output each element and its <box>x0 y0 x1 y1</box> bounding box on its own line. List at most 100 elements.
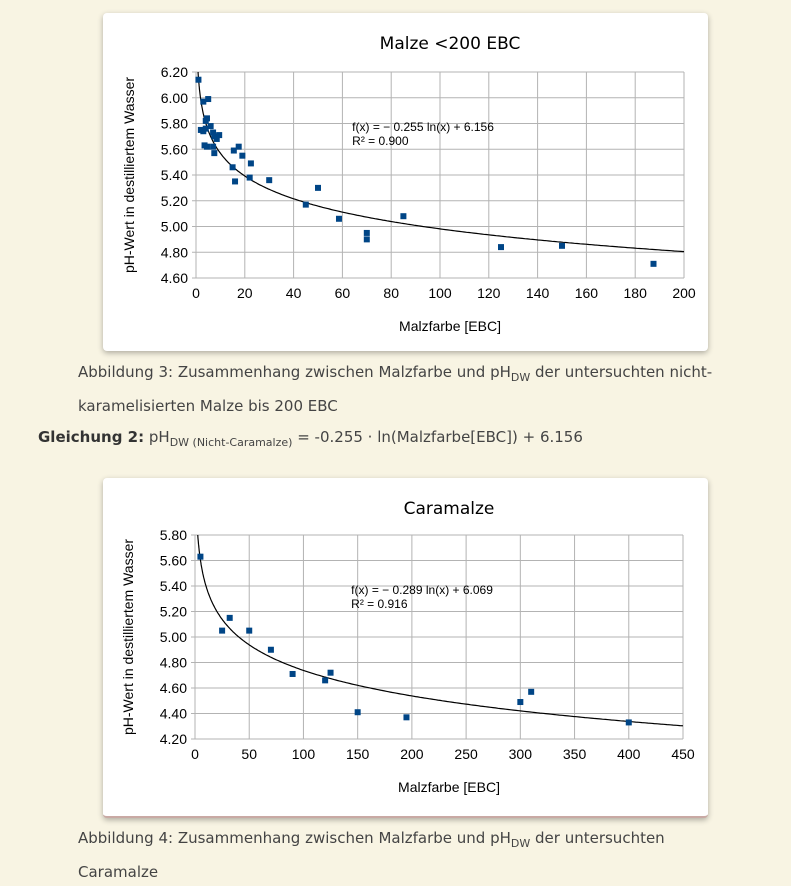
y-tick-label: 4.20 <box>160 731 187 747</box>
caption-sub: DW <box>510 371 531 384</box>
x-tick-label: 20 <box>237 285 253 301</box>
x-tick-label: 100 <box>292 746 316 762</box>
x-tick-label: 0 <box>192 285 200 301</box>
y-axis-label: pH-Wert in destilliertem Wasser <box>121 77 137 273</box>
data-point <box>246 627 253 634</box>
trendline <box>197 535 684 727</box>
data-point <box>322 677 329 684</box>
data-point <box>400 213 407 220</box>
data-point <box>203 143 210 150</box>
x-tick-label: 180 <box>624 285 648 301</box>
data-point <box>302 201 309 208</box>
data-point <box>210 143 217 150</box>
y-axis-label: pH-Wert in destilliertem Wasser <box>120 539 136 735</box>
equation-label: Gleichung 2: <box>38 428 145 446</box>
data-point <box>625 719 632 726</box>
data-point <box>267 646 274 653</box>
y-tick-label: 6.00 <box>161 90 188 106</box>
y-tick-label: 5.20 <box>160 604 187 620</box>
data-point <box>229 164 236 171</box>
x-tick-label: 400 <box>617 746 641 762</box>
data-point <box>528 688 535 695</box>
data-point <box>246 174 253 181</box>
x-tick-label: 100 <box>428 285 452 301</box>
data-point <box>239 152 246 159</box>
data-point <box>210 129 217 136</box>
data-point <box>559 242 565 249</box>
data-point <box>232 178 239 185</box>
trendline-equation: f(x) = − 0.255 ln(x) + 6.156 <box>352 120 494 134</box>
equation-sub: DW (Nicht-Caramalze) <box>169 436 293 449</box>
data-point <box>650 260 657 267</box>
data-point <box>195 76 202 83</box>
data-point <box>211 150 218 157</box>
data-point <box>247 160 254 167</box>
y-tick-label: 4.40 <box>160 706 187 722</box>
data-point <box>202 125 209 132</box>
chart-svg: Caramalze 0 50 100 150 200 250 300 350 400 450 4.20… <box>120 499 695 795</box>
y-tick-label: 5.00 <box>161 219 188 235</box>
y-tick-label: 5.20 <box>161 193 188 209</box>
x-tick-label: 300 <box>509 746 533 762</box>
y-tick-label: 4.60 <box>160 680 187 696</box>
figure-caption-4: Abbildung 4: Zusammenhang zwischen Malzf… <box>78 824 718 886</box>
x-tick-label: 120 <box>477 285 501 301</box>
caption-text: der untersuchten nicht-karamelisierten M… <box>78 363 713 415</box>
x-tick-label: 60 <box>335 285 351 301</box>
x-axis-label: Malzfarbe [EBC] <box>399 318 501 334</box>
chart-caramalze: Caramalze 0 50 100 150 200 250 300 350 400 450 4.20… <box>103 478 708 818</box>
trendline-r2: R² = 0.900 <box>352 134 409 148</box>
data-point <box>335 215 342 222</box>
data-point <box>207 123 214 130</box>
x-tick-label: 200 <box>400 746 424 762</box>
trendline-r2: R² = 0.916 <box>351 597 408 611</box>
data-point <box>230 147 237 154</box>
data-point <box>327 669 334 676</box>
data-point <box>498 244 504 251</box>
y-tick-label: 4.60 <box>161 270 188 286</box>
x-tick-label: 140 <box>526 285 550 301</box>
x-tick-label: 150 <box>346 746 370 762</box>
x-tick-label: 450 <box>671 746 695 762</box>
y-tick-label: 5.80 <box>160 527 187 543</box>
data-point <box>226 614 233 621</box>
chart-title: Malze <200 EBC <box>380 34 521 54</box>
data-point <box>363 229 370 236</box>
y-tick-label: 4.80 <box>160 655 187 671</box>
chart-title: Caramalze <box>404 499 495 519</box>
y-tick-label: 5.80 <box>161 116 188 132</box>
caption-text: Abbildung 3: Zusammenhang zwischen Malzf… <box>78 363 511 381</box>
caption-text: Abbildung 4: Zusammenhang zwischen Malzf… <box>78 829 511 847</box>
data-point <box>363 236 370 243</box>
data-point <box>219 627 226 634</box>
caption-sub: DW <box>510 837 531 850</box>
x-tick-label: 80 <box>383 285 399 301</box>
y-tick-label: 5.40 <box>160 578 187 594</box>
data-point <box>266 177 273 184</box>
data-point <box>354 709 361 716</box>
figure-caption-3: Abbildung 3: Zusammenhang zwischen Malzf… <box>78 358 718 420</box>
chart-malze: Malze <200 EBC 0 20 40 60 80 100 120 140 160 180 20… <box>103 13 708 351</box>
equation-2: Gleichung 2: pHDW (Nicht-Caramalze) = -0… <box>38 428 583 449</box>
x-tick-label: 200 <box>672 285 696 301</box>
x-tick-label: 0 <box>191 746 199 762</box>
trendline-equation: f(x) = − 0.289 ln(x) + 6.069 <box>351 583 493 597</box>
chart-svg: Malze <200 EBC 0 20 40 60 80 100 120 140 160 180 20… <box>121 34 696 334</box>
y-tick-label: 5.00 <box>160 629 187 645</box>
trendline <box>197 72 685 253</box>
x-tick-label: 40 <box>286 285 302 301</box>
x-tick-label: 350 <box>563 746 587 762</box>
data-point <box>403 714 410 721</box>
data-point <box>517 699 524 706</box>
data-point <box>289 670 296 677</box>
equation-formula: = -0.255 · ln(Malzfarbe[EBC]) + 6.156 <box>292 428 583 446</box>
data-point <box>235 143 242 150</box>
data-point <box>216 132 223 139</box>
y-tick-label: 6.20 <box>161 64 188 80</box>
x-tick-label: 50 <box>241 746 257 762</box>
data-point <box>315 184 321 191</box>
data-point <box>197 553 204 560</box>
data-point <box>205 96 212 103</box>
data-point <box>213 135 220 142</box>
data-point <box>200 98 207 105</box>
